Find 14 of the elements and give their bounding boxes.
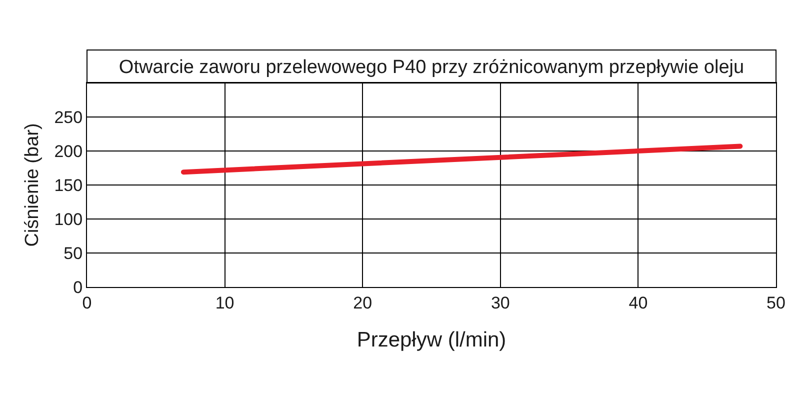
y-tick-label: 250 — [54, 108, 83, 127]
y-tick-label: 200 — [54, 142, 83, 161]
y-tick-label: 0 — [73, 278, 83, 297]
x-tick-label: 10 — [215, 293, 234, 312]
y-tick-label: 150 — [54, 176, 83, 195]
y-axis-title: Ciśnienie (bar) — [22, 123, 44, 247]
x-axis-title: Przepływ (l/min) — [356, 328, 506, 352]
x-tick-label: 30 — [490, 293, 510, 312]
y-tick-label: 100 — [54, 210, 83, 229]
x-tick-label: 20 — [353, 293, 372, 312]
x-tick-label: 50 — [766, 293, 786, 312]
x-tick-label: 40 — [628, 293, 648, 312]
y-tick-label: 50 — [64, 244, 83, 263]
chart-title: Otwarcie zaworu przelewowego P40 przy zróżnicowanym przepływie oleju — [118, 57, 744, 78]
